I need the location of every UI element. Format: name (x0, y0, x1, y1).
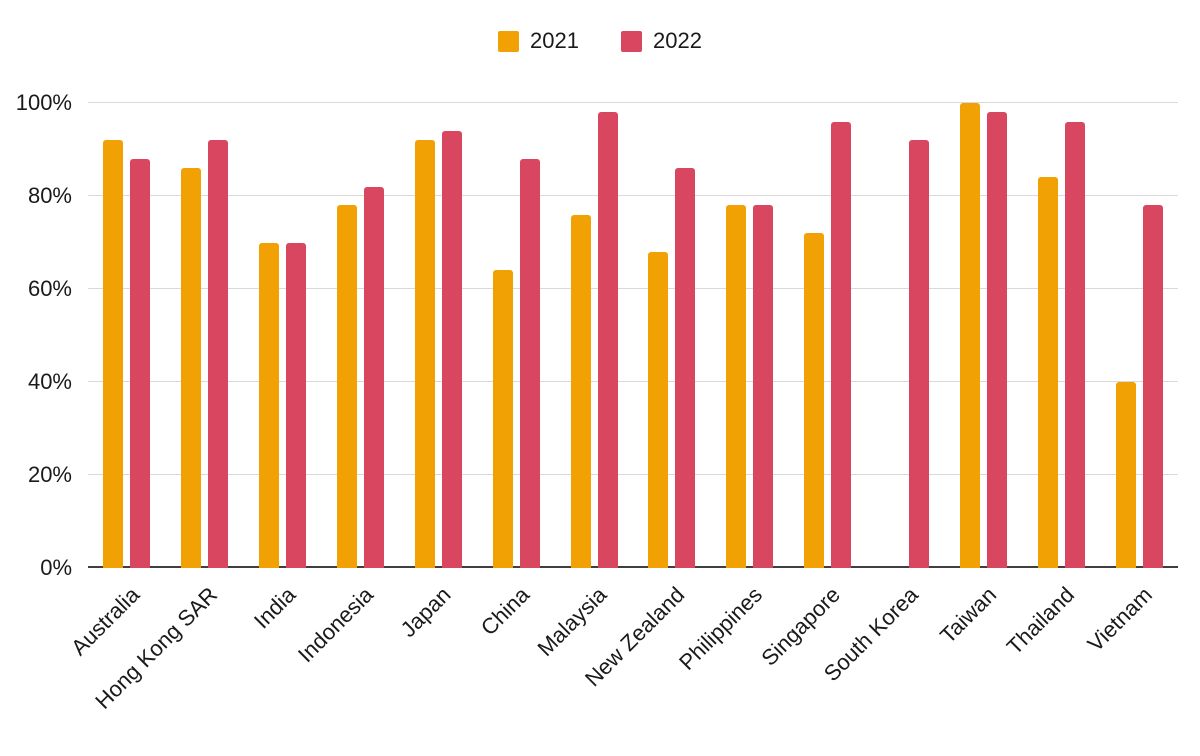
bar-2021 (570, 214, 591, 568)
bar-2022 (909, 140, 930, 568)
gridline (88, 381, 1178, 382)
legend-swatch-2022-icon (621, 30, 642, 52)
bar-pair (555, 103, 633, 568)
bar-group: South Korea (819, 103, 945, 686)
legend-item-2021: 2021 (498, 28, 579, 54)
bar-2022 (286, 242, 307, 568)
bar-pair (633, 103, 711, 568)
bar-2022 (519, 158, 540, 568)
bar-2021 (1115, 382, 1136, 568)
bar-group: Vietnam (1082, 103, 1178, 656)
bar-pair (322, 103, 400, 568)
y-axis-tick-label: 40% (27, 369, 72, 394)
bar-2021 (804, 233, 825, 568)
bar-2021 (414, 140, 435, 568)
x-axis-category-label: Philippines (674, 582, 768, 675)
bar-2021 (181, 168, 202, 568)
gridline (88, 195, 1178, 196)
bar-group: Singapore (757, 103, 867, 671)
bar-group: New Zealand (580, 103, 711, 691)
bar-2022 (675, 168, 696, 568)
bar-pair (711, 103, 789, 568)
x-axis-category-label: Australia (66, 582, 145, 661)
y-axis-tick-label: 20% (27, 462, 72, 487)
x-axis-category-label: Thailand (1001, 582, 1079, 660)
bar-2022 (597, 112, 618, 568)
bar-pair (944, 103, 1022, 568)
bar-group: Thailand (1002, 103, 1100, 659)
y-axis-tick-label: 60% (27, 276, 72, 301)
bar-2022 (986, 112, 1007, 568)
bar-2021 (648, 251, 669, 568)
bar-2021 (959, 103, 980, 568)
x-axis-category-label: Indonesia (293, 582, 379, 668)
x-axis-category-label: Vietnam (1082, 582, 1157, 657)
bar-group: China (476, 103, 555, 640)
bar-2021 (259, 242, 280, 568)
bar-groups: Australia Hong Kong SAR India Indonesia Japa… (66, 103, 1178, 714)
bar-pair (1100, 103, 1178, 568)
legend-item-2022: 2022 (621, 28, 702, 54)
legend-label-2022: 2022 (653, 28, 702, 53)
bar-group: Taiwan (935, 103, 1022, 648)
bar-2022 (364, 186, 384, 568)
bar-2022 (130, 158, 151, 568)
bar-group: India (244, 103, 322, 633)
x-axis-category-label: India (248, 582, 301, 634)
bar-pair (867, 103, 945, 568)
bar-pair (399, 103, 477, 568)
bar-2022 (831, 121, 852, 568)
chart-legend: 2021 2022 (0, 28, 1200, 54)
legend-swatch-2021-icon (498, 30, 520, 52)
bar-pair (1022, 103, 1100, 568)
x-axis-category-label: Taiwan (934, 582, 1002, 649)
x-axis-category-label: Japan (395, 582, 457, 643)
bar-2022 (753, 205, 774, 568)
bar-group: Philippines (675, 103, 789, 675)
bar-2021 (492, 270, 513, 568)
bar-pair (88, 103, 166, 568)
bar-2022 (441, 130, 462, 568)
plot-area: 0% 20% 40% 60% 80% 100% Australia Hong Kong SA… (16, 90, 1178, 714)
bar-group: Hong Kong SAR (91, 103, 244, 714)
bar-group: Australia (66, 103, 166, 660)
y-axis-tick-label: 100% (15, 90, 72, 115)
bar-group: Indonesia (293, 103, 400, 667)
bar-2022 (208, 140, 229, 568)
bar-2021 (1037, 177, 1058, 568)
bar-pair (166, 103, 244, 568)
bar-pair (244, 103, 322, 568)
bar-group: Malaysia (533, 103, 633, 661)
x-axis-category-label: Malaysia (532, 582, 612, 662)
bar-2022 (1064, 121, 1085, 568)
bar-2021 (337, 205, 357, 568)
gridline (88, 102, 1178, 103)
bar-pair (477, 103, 555, 568)
bar-2022 (1142, 205, 1163, 568)
y-axis-tick-label: 0% (40, 555, 72, 580)
legend-label-2021: 2021 (530, 28, 579, 53)
y-axis-tick-label: 80% (27, 183, 72, 208)
gridline (88, 288, 1178, 289)
bar-pair (789, 103, 867, 568)
bar-2021 (103, 140, 124, 568)
x-axis-category-label: China (475, 582, 534, 641)
bar-group: Japan (396, 103, 477, 642)
x-axis-line (88, 566, 1178, 568)
gridline (88, 474, 1178, 475)
bar-2021 (726, 205, 747, 568)
